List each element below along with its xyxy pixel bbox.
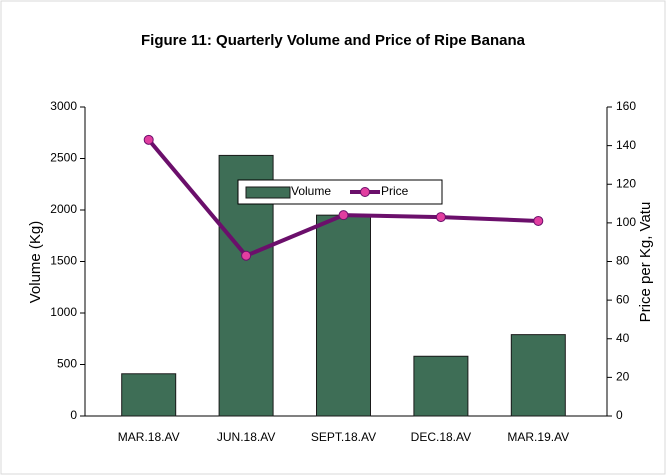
y-tick-label: 500	[57, 357, 77, 371]
y2-tick-label: 160	[616, 99, 636, 113]
y-tick-label: 1500	[50, 254, 77, 268]
x-tick-label: DEC.18.AV	[411, 430, 471, 444]
x-tick-label: MAR.19.AV	[507, 430, 569, 444]
y-tick-label: 1000	[50, 305, 77, 319]
y2-tick-label: 40	[616, 331, 630, 345]
price-marker	[533, 215, 544, 226]
legend-label: Volume	[291, 184, 331, 198]
y-tick-label: 2500	[50, 151, 77, 165]
price-marker	[143, 134, 154, 145]
x-tick-label: JUN.18.AV	[217, 430, 275, 444]
x-tick-label: SEPT.18.AV	[311, 430, 376, 444]
y2-tick-label: 20	[616, 370, 630, 384]
bar	[316, 214, 371, 417]
legend-swatch	[245, 186, 291, 199]
bar	[510, 334, 566, 417]
y-tick-label: 3000	[50, 99, 77, 113]
y2-tick-label: 120	[616, 176, 636, 190]
y2-tick-label: 100	[616, 215, 636, 229]
price-marker	[241, 250, 252, 261]
price-marker	[338, 210, 349, 221]
price-marker	[435, 212, 446, 223]
y2-tick-label: 0	[616, 408, 623, 422]
x-tick-label: MAR.18.AV	[118, 430, 180, 444]
y-tick-label: 0	[70, 408, 77, 422]
legend-label: Price	[381, 184, 409, 198]
chart-title: Figure 11: Quarterly Volume and Price of…	[141, 32, 526, 49]
y-tick-label: 2000	[50, 202, 77, 216]
y2-tick-label: 80	[616, 254, 630, 268]
y2-tick-label: 60	[616, 292, 630, 306]
legend-swatch-marker	[360, 187, 370, 197]
y2-axis-title: Price per Kg, Vatu	[637, 202, 654, 323]
bar	[413, 355, 469, 417]
y2-tick-label: 140	[616, 138, 636, 152]
bar	[121, 373, 177, 417]
y-axis-title: Volume (Kg)	[27, 221, 44, 304]
